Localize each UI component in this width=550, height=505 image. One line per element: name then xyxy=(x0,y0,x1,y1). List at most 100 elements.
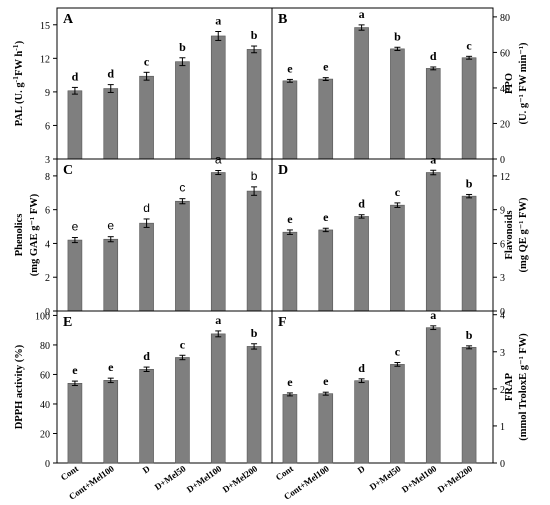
bar xyxy=(175,357,190,464)
y-tick-label: 60 xyxy=(40,370,50,381)
significance-letter: b xyxy=(466,176,473,190)
y-tick-label: 12 xyxy=(40,54,50,65)
y-tick-label: 12 xyxy=(500,172,510,183)
bar xyxy=(461,347,477,464)
y-tick-label: 6 xyxy=(500,239,505,250)
y-tick-label: 1 xyxy=(500,422,505,433)
y-tick-label: 3 xyxy=(500,348,505,359)
panel-label: F xyxy=(278,315,287,330)
panel-frame xyxy=(271,7,494,160)
significance-letter: d xyxy=(358,361,365,375)
y-axis-title: Phenolics xyxy=(14,214,25,257)
bar xyxy=(139,75,154,160)
significance-letter: d xyxy=(143,349,150,363)
panel-d: D 0 3 6 9 12 e e d c a b Flavonoids (mg QE g⁻¹ FW) xyxy=(271,152,529,318)
y-tick-label: 0 xyxy=(500,155,505,166)
y-tick-label: 0 xyxy=(45,307,50,318)
x-tick-label: D+Mel200 xyxy=(436,463,475,494)
bar xyxy=(354,380,369,464)
significance-letter: e xyxy=(287,375,293,389)
x-tick-label: Cont xyxy=(59,463,80,482)
y-tick-label: 40 xyxy=(40,400,50,411)
significance-letter: e xyxy=(287,61,293,75)
significance-letter: e xyxy=(72,220,79,234)
y-axis-title: Flavonoids xyxy=(504,210,515,259)
y-tick-label: 100 xyxy=(35,311,50,322)
bar xyxy=(461,57,477,160)
x-tick-label: D+Mel50 xyxy=(153,463,188,492)
y-tick-label: 60 xyxy=(500,48,510,59)
x-tick-label: D xyxy=(356,463,367,475)
bar xyxy=(282,394,298,464)
y-axis-title-units: (mg GAE g⁻¹ FW) xyxy=(29,193,40,276)
panel-f: F 0 1 2 3 4 e e d c a b FRAP (mmol TroloxE g⁻¹ FW) xyxy=(271,308,529,470)
bar xyxy=(354,27,369,160)
y-tick-label: 6 xyxy=(45,121,50,132)
panel-frame xyxy=(56,7,273,160)
y-axis-title-units: (mg QE g⁻¹ FW) xyxy=(518,197,529,272)
x-tick-label: D+Mel200 xyxy=(221,463,260,494)
bar xyxy=(282,231,298,312)
panel-frame xyxy=(56,310,273,464)
panel-frame xyxy=(56,158,273,312)
y-tick-label: 2 xyxy=(45,273,50,284)
bar xyxy=(354,216,369,312)
bar xyxy=(318,78,334,160)
significance-letter: d xyxy=(143,201,150,215)
y-tick-label: 4 xyxy=(45,239,50,250)
panel-label: A xyxy=(63,12,74,27)
bar xyxy=(246,346,262,464)
significance-letter: a xyxy=(359,7,365,21)
significance-letter: b xyxy=(251,169,258,183)
significance-letter: b xyxy=(251,28,258,42)
significance-letter: d xyxy=(107,67,114,81)
y-tick-label: 80 xyxy=(500,13,510,24)
y-axis-title-part: DPPH activity (%) xyxy=(14,344,25,429)
y-tick-label: 15 xyxy=(40,21,50,32)
panel-label: D xyxy=(278,163,288,178)
panel-c: C 0 2 4 6 8 e e d c a b Phenolics (mg GAE g⁻¹ FW) xyxy=(14,152,273,318)
bar xyxy=(425,68,441,160)
y-tick-label: 40 xyxy=(500,84,510,95)
x-tick-label: D+Mel50 xyxy=(368,463,403,492)
significance-letter: b xyxy=(394,29,401,43)
panel-b: B 0 20 40 60 80 e e a b d c PPO (U. g⁻¹ FW min⁻¹) xyxy=(271,7,529,166)
y-tick-label: 9 xyxy=(45,88,50,99)
bar xyxy=(425,172,441,312)
y-tick-label: 4 xyxy=(500,311,505,322)
panel-label: E xyxy=(63,315,72,330)
bar xyxy=(390,204,405,312)
significance-letter: b xyxy=(179,40,186,54)
bar xyxy=(461,195,477,312)
bar xyxy=(318,393,334,464)
bar xyxy=(246,190,262,312)
y-axis-title-part: FRAP xyxy=(504,372,515,401)
bar xyxy=(175,61,190,160)
y-axis-title-superscript: -1 xyxy=(11,44,20,50)
bar xyxy=(67,90,83,160)
y-axis-title-superscript: -1 xyxy=(11,76,20,82)
significance-letter: d xyxy=(430,49,437,63)
panel-frame xyxy=(271,158,494,312)
y-tick-label: 0 xyxy=(45,459,50,470)
y-tick-label: 8 xyxy=(45,172,50,183)
significance-letter: a xyxy=(215,13,221,27)
bar xyxy=(390,364,405,464)
significance-letter: e xyxy=(108,360,114,374)
bar xyxy=(425,327,441,464)
bar xyxy=(318,229,334,312)
panel-frame xyxy=(271,310,494,464)
y-tick-label: 9 xyxy=(500,206,505,217)
significance-letter: b xyxy=(466,328,473,342)
y-axis-title-part: Phenolics xyxy=(14,214,25,257)
significance-letter: c xyxy=(179,181,185,195)
y-tick-label: 80 xyxy=(40,341,50,352)
y-axis-title: PAL (U. g-1 FW h-1 ) xyxy=(11,40,25,126)
significance-letter: c xyxy=(466,38,472,52)
bar xyxy=(103,380,119,464)
y-axis-title: DPPH activity (%) xyxy=(14,344,25,429)
bar xyxy=(67,239,83,312)
bar xyxy=(390,48,405,160)
